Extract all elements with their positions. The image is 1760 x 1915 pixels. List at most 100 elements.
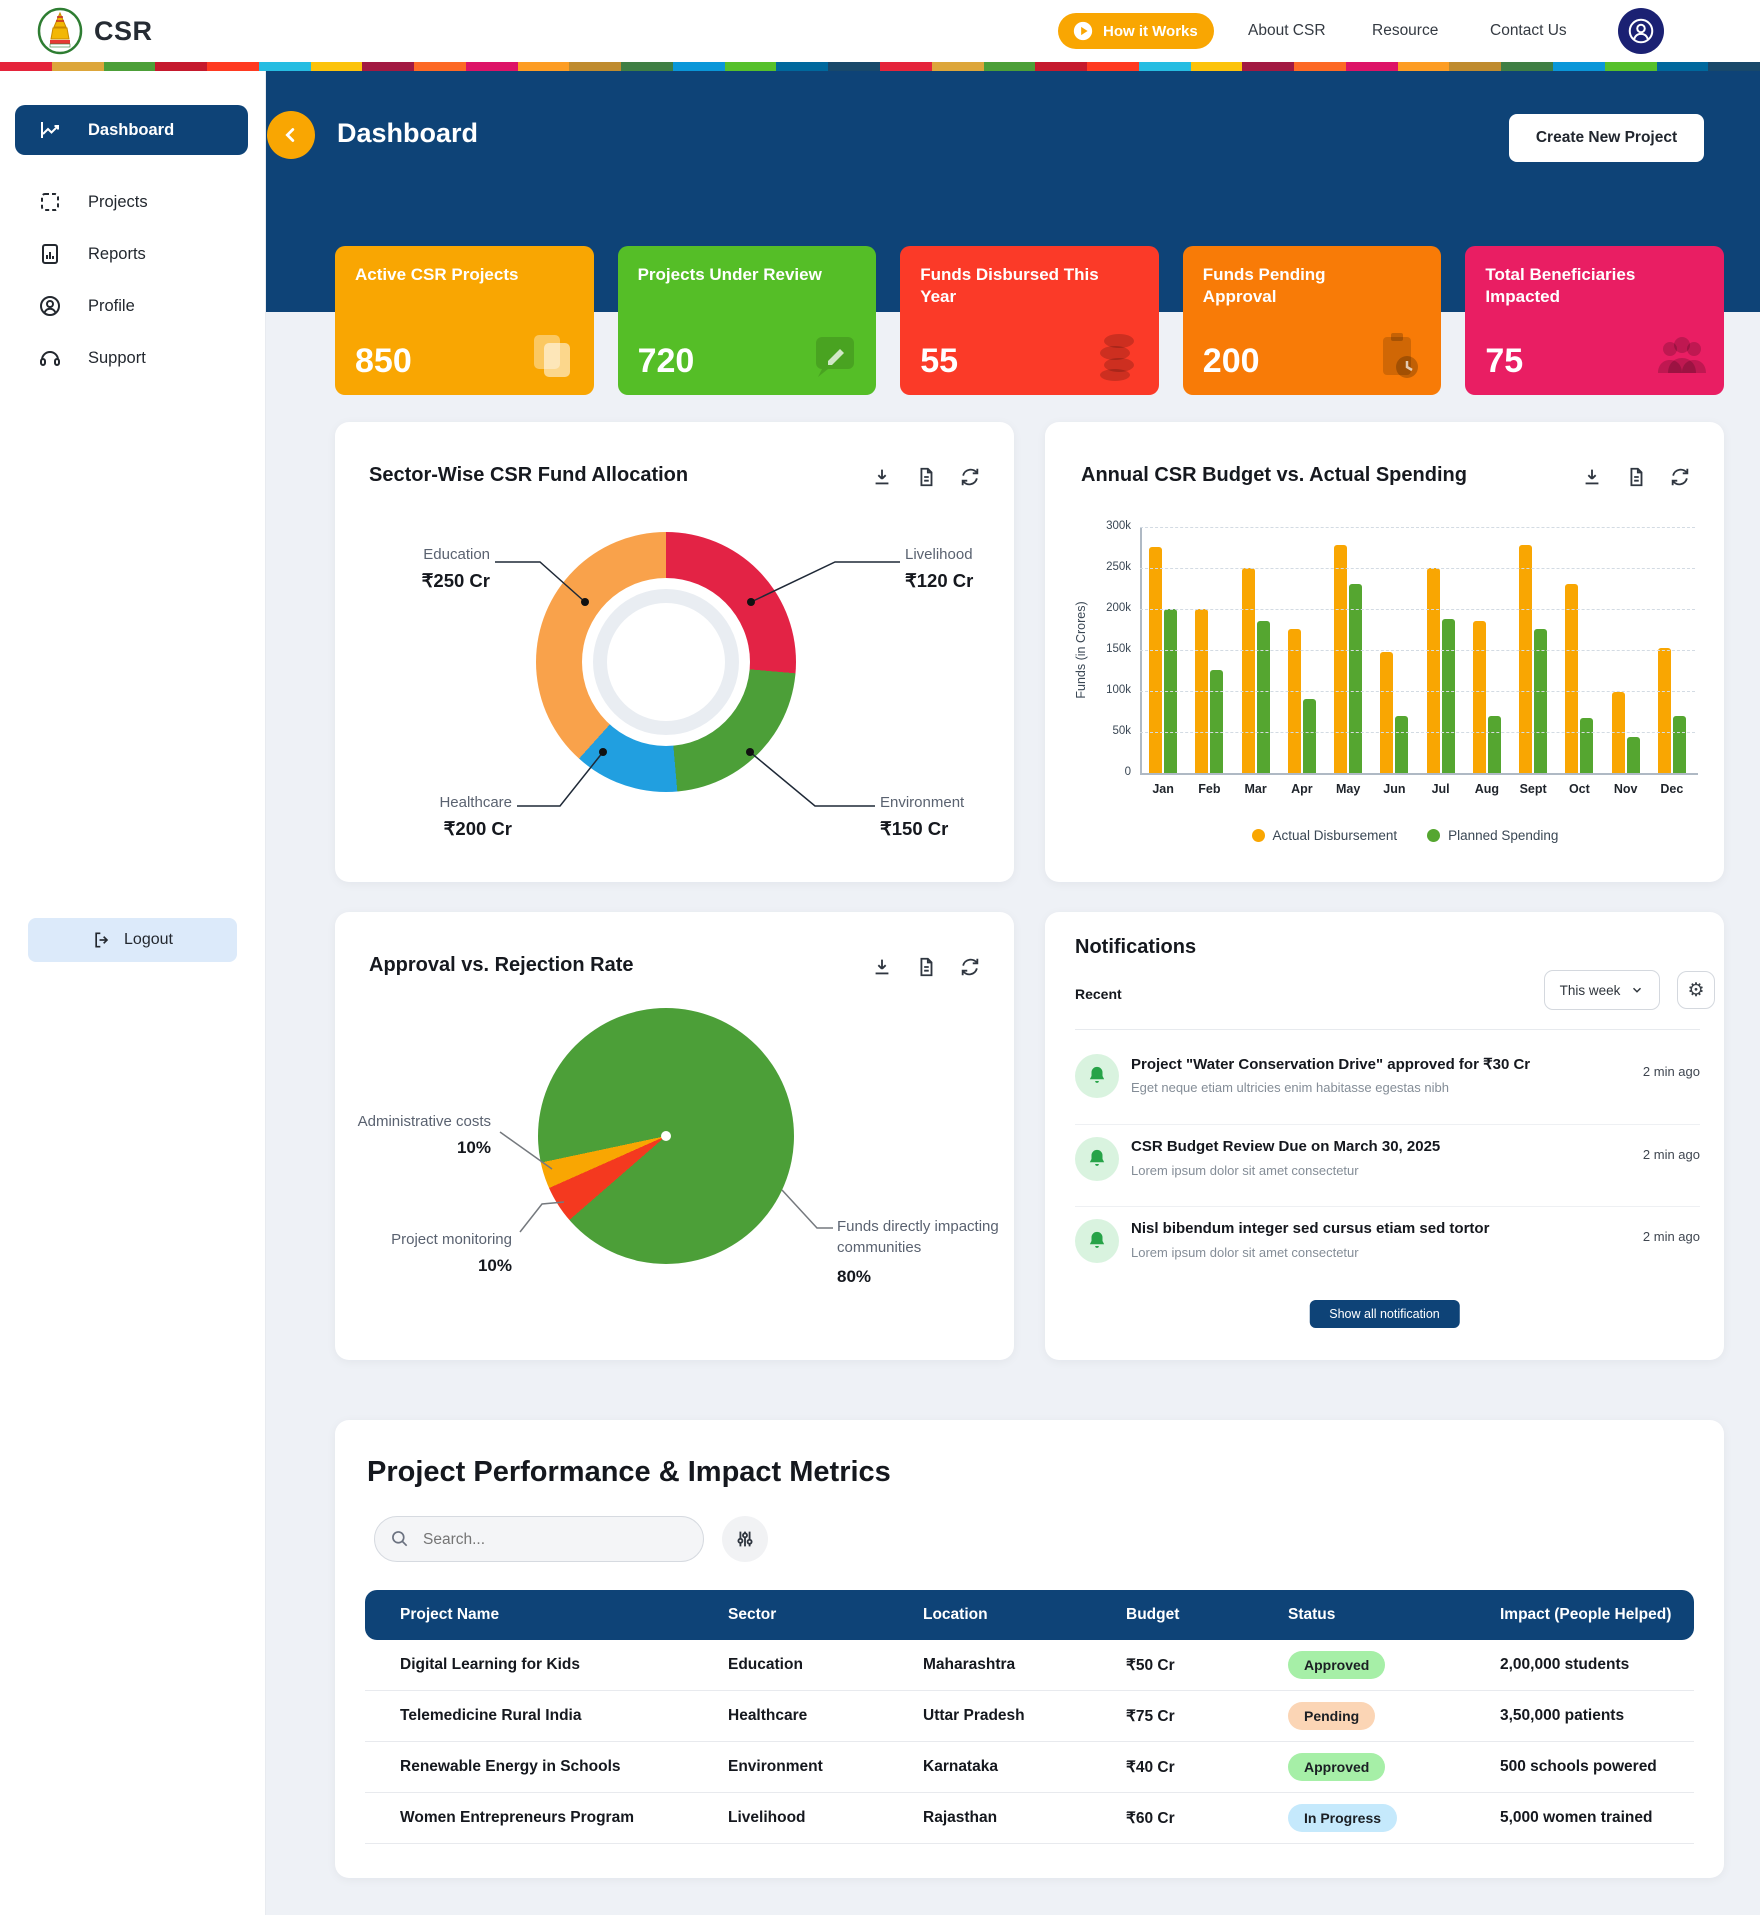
col-header: Location: [923, 1606, 988, 1623]
review-chat-icon: [806, 327, 862, 383]
budget-vs-spending-card: Annual CSR Budget vs. Actual Spending Fu…: [1045, 422, 1724, 882]
clipboard-clock-icon: [1371, 327, 1427, 383]
stat-card-under-review: Projects Under Review 720: [617, 246, 877, 395]
table-body: Digital Learning for Kids Education Mahara…: [365, 1640, 1694, 1844]
notification-item[interactable]: Nisl bibendum integer sed cursus etiam s…: [1075, 1206, 1700, 1289]
chart-title: Sector-Wise CSR Fund Allocation: [369, 464, 689, 486]
table-header: Project Name Sector Location Budget Stat…: [365, 1590, 1694, 1640]
download-icon[interactable]: [871, 956, 893, 978]
donut-label-healthcare: Healthcare ₹200 Cr: [439, 794, 512, 839]
report-doc-icon: [38, 242, 62, 266]
pie-label-admin: Administrative costs 10%: [357, 1113, 491, 1157]
pie-label-monitoring: Project monitoring 10%: [391, 1231, 512, 1275]
notifications-card: Notifications Recent This week ⚙ Project…: [1045, 912, 1724, 1360]
sidebar-collapse-button[interactable]: [267, 111, 315, 159]
notification-item[interactable]: CSR Budget Review Due on March 30, 2025 …: [1075, 1124, 1700, 1207]
notification-subtitle: Lorem ipsum dolor sit amet consectetur: [1131, 1163, 1359, 1178]
notification-subtitle: Lorem ipsum dolor sit amet consectetur: [1131, 1245, 1359, 1260]
person-circle-icon: [38, 294, 62, 318]
sector-allocation-card: Sector-Wise CSR Fund Allocation Educatio…: [335, 422, 1014, 882]
create-new-project-button[interactable]: Create New Project: [1509, 114, 1704, 162]
coins-icon: [1089, 327, 1145, 383]
file-export-icon[interactable]: [915, 466, 937, 488]
refresh-icon[interactable]: [959, 466, 981, 488]
table-row: Telemedicine Rural India Healthcare Uttar …: [365, 1691, 1694, 1742]
download-icon[interactable]: [871, 466, 893, 488]
recent-label: Recent: [1075, 986, 1122, 1002]
x-axis: [1140, 773, 1698, 775]
sidebar-item-label: Dashboard: [88, 120, 175, 139]
sidebar-item-profile[interactable]: Profile: [15, 281, 248, 331]
notification-subtitle: Eget neque etiam ultricies enim habitass…: [1131, 1080, 1449, 1095]
stat-card-value: 850: [355, 342, 412, 380]
sidebar-item-dashboard[interactable]: Dashboard: [15, 105, 248, 155]
headset-icon: [38, 346, 62, 370]
brand-name: CSR: [94, 15, 153, 46]
chart-title: Annual CSR Budget vs. Actual Spending: [1081, 464, 1467, 486]
profile-avatar-button[interactable]: [1618, 8, 1664, 54]
file-export-icon[interactable]: [915, 956, 937, 978]
download-icon[interactable]: [1581, 466, 1603, 488]
stat-card-value: 55: [920, 342, 959, 380]
stat-card-title: Funds Disbursed This Year: [920, 265, 1099, 306]
col-header: Impact (People Helped): [1500, 1606, 1672, 1623]
dashed-square-icon: [38, 190, 62, 214]
nav-about-csr[interactable]: About CSR: [1248, 22, 1326, 39]
chart-title: Approval vs. Rejection Rate: [369, 954, 634, 976]
status-badge: Approved: [1288, 1651, 1386, 1679]
approval-rejection-card: Approval vs. Rejection Rate Administrati…: [335, 912, 1014, 1360]
status-badge: In Progress: [1288, 1804, 1398, 1832]
stat-card-funds-disbursed: Funds Disbursed This Year 55: [900, 246, 1159, 395]
sidebar-item-reports[interactable]: Reports: [15, 229, 248, 279]
status-badge: Pending: [1288, 1702, 1376, 1730]
sidebar-item-support[interactable]: Support: [15, 333, 248, 383]
play-icon: [1072, 20, 1094, 42]
logout-label: Logout: [124, 931, 173, 948]
brand: CSR: [36, 7, 153, 55]
search-icon: [392, 1531, 408, 1547]
chevron-down-icon: [1633, 987, 1642, 993]
search-box: [374, 1516, 704, 1563]
gear-icon[interactable]: ⚙: [1677, 971, 1715, 1009]
notification-title: CSR Budget Review Due on March 30, 2025: [1131, 1138, 1441, 1155]
logout-button[interactable]: Logout: [28, 918, 237, 962]
refresh-icon[interactable]: [959, 956, 981, 978]
file-export-icon[interactable]: [1625, 466, 1647, 488]
bar-plot: [1140, 527, 1695, 773]
chart-legend: Actual Disbursement Planned Spending: [1105, 828, 1705, 843]
stat-card-title: Active CSR Projects: [355, 265, 519, 284]
bell-icon: [1075, 1219, 1119, 1263]
page-title: Dashboard: [337, 118, 479, 148]
col-header: Project Name: [400, 1606, 500, 1623]
table-row: Digital Learning for Kids Education Mahara…: [365, 1640, 1694, 1691]
notification-title: Project "Water Conservation Drive" appro…: [1131, 1056, 1531, 1073]
show-all-notifications-button[interactable]: Show all notification: [1309, 1300, 1460, 1328]
sidebar-item-label: Reports: [88, 244, 146, 263]
notification-time: 2 min ago: [1642, 1064, 1700, 1079]
refresh-icon[interactable]: [1669, 466, 1691, 488]
notification-item[interactable]: Project "Water Conservation Drive" appro…: [1075, 1042, 1700, 1124]
stat-card-title: Projects Under Review: [637, 265, 822, 284]
how-it-works-button[interactable]: How it Works: [1058, 13, 1214, 49]
top-header: CSR How it Works About CSR Resource Cont…: [0, 0, 1760, 62]
bell-icon: [1075, 1137, 1119, 1181]
nav-resource[interactable]: Resource: [1372, 22, 1439, 39]
sidebar-item-label: Projects: [88, 192, 148, 211]
stat-card-value: 200: [1202, 342, 1260, 380]
sidebar: Dashboard Projects Reports Profile Suppo…: [0, 71, 266, 1915]
filter-sliders-icon[interactable]: [722, 1516, 768, 1562]
sdg-color-strip: [0, 62, 1760, 71]
notification-time: 2 min ago: [1642, 1229, 1700, 1244]
logout-icon: [92, 930, 112, 950]
search-input[interactable]: [421, 1517, 685, 1563]
table-row: Women Entrepreneurs Program Livelihood Raj…: [365, 1793, 1694, 1844]
range-select[interactable]: This week: [1544, 970, 1660, 1010]
sidebar-item-label: Support: [88, 348, 146, 367]
col-header: Status: [1288, 1606, 1336, 1623]
stat-card-value: 75: [1485, 342, 1524, 380]
nav-contact-us[interactable]: Contact Us: [1490, 22, 1567, 39]
notification-time: 2 min ago: [1642, 1147, 1700, 1162]
stat-card-title: Funds Pending Approval: [1202, 265, 1326, 306]
sidebar-item-projects[interactable]: Projects: [15, 177, 248, 227]
